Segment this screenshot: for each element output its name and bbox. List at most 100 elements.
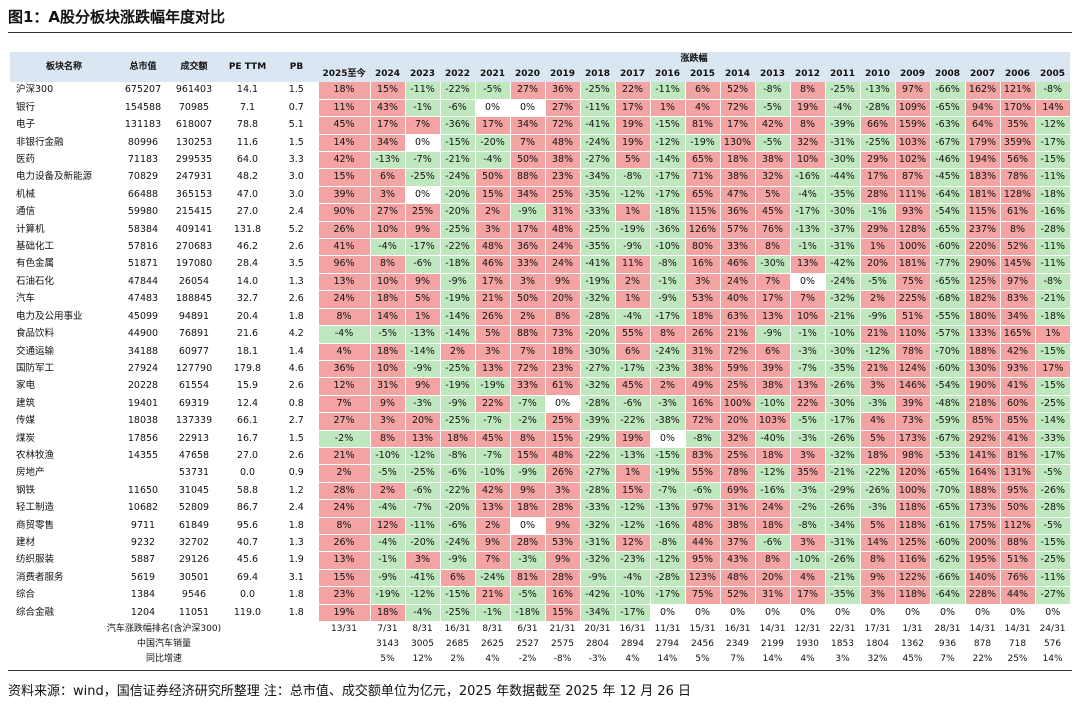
change-cell: -4%	[614, 308, 650, 327]
metric-cell: 34188	[118, 343, 168, 361]
change-cell: 42%	[474, 482, 510, 501]
change-cell: 18%	[684, 308, 720, 327]
change-cell: -25%	[1034, 395, 1071, 414]
change-cell: -22%	[439, 82, 475, 100]
change-cell: -35%	[824, 360, 860, 379]
year-header: 2017	[615, 66, 650, 83]
change-cell: 110%	[894, 325, 930, 344]
change-cell: -15%	[649, 116, 685, 135]
footer-cell: -2%	[518, 654, 537, 664]
change-cell: -9%	[404, 360, 440, 379]
change-cell: 17%	[719, 116, 755, 135]
change-cell: 145%	[999, 255, 1035, 274]
metric-cell: 30501	[168, 569, 220, 588]
data-row: 通信 59980 215415 27.0 2.4 90% 27% 25% -20% 2% -9% 31…	[10, 203, 1071, 222]
change-cell: 100%	[719, 395, 755, 414]
change-cell: 73%	[544, 325, 580, 344]
change-cell: 164%	[964, 464, 1000, 483]
change-cell: 98%	[894, 447, 930, 466]
change-cell: 32%	[754, 168, 790, 187]
change-cell: -54%	[929, 203, 965, 222]
metric-cell: 1384	[118, 586, 168, 605]
change-cell: -25%	[439, 604, 475, 623]
change-cell: 72%	[509, 360, 545, 379]
change-cell: 9%	[544, 551, 580, 570]
change-cell: 2%	[649, 377, 685, 396]
change-cell: 26%	[317, 221, 370, 240]
change-cell: 173%	[964, 499, 1000, 518]
metric-cell: 32702	[168, 534, 220, 553]
change-cell: -24%	[474, 569, 510, 588]
change-cell: 130%	[964, 360, 1000, 379]
data-row: 家电 20228 61554 15.9 2.6 12% 31% 9% -19% -19% 33% 61…	[10, 377, 1071, 396]
metric-cell: 4.6	[275, 360, 318, 379]
change-cell: -3%	[789, 430, 825, 448]
change-cell: -1%	[649, 273, 685, 292]
change-cell: 27%	[509, 82, 545, 100]
change-cell: 35%	[789, 464, 825, 483]
change-cell: -20%	[439, 203, 475, 222]
change-cell: 7%	[509, 343, 545, 361]
change-cell: 18%	[859, 447, 895, 466]
change-cell: 25%	[719, 447, 755, 466]
change-cell: 4%	[317, 343, 370, 361]
change-cell: 2%	[509, 308, 545, 327]
change-cell: 2%	[439, 343, 475, 361]
change-cell: -3%	[789, 482, 825, 501]
metric-cell: 44900	[118, 325, 168, 344]
metric-cell: 3.5	[275, 255, 318, 274]
change-cell: -1%	[404, 99, 440, 118]
data-row: 计算机 58384 409141 131.8 5.2 26% 10% 9% -25% 3% 17% 4…	[10, 221, 1071, 240]
change-cell: -5%	[1034, 464, 1071, 483]
change-cell: 33%	[509, 377, 545, 396]
change-cell: -5%	[754, 99, 790, 118]
data-row: 汽车 47483 188845 32.7 2.6 24% 18% 5% -19% 21% 50% 20…	[10, 290, 1071, 309]
change-cell: -27%	[579, 151, 615, 170]
change-cell: 7%	[789, 290, 825, 309]
change-cell: -53%	[929, 447, 965, 466]
change-cell: -17%	[1034, 447, 1071, 466]
change-cell: 0%	[649, 604, 685, 623]
change-cell: 50%	[474, 168, 510, 187]
change-cell: 78%	[719, 464, 755, 483]
metric-cell: 197080	[168, 255, 220, 274]
change-cell: -5%	[789, 412, 825, 431]
change-cell: 55%	[614, 325, 650, 344]
change-cell: -26%	[859, 482, 895, 501]
change-cell: 0%	[789, 604, 825, 623]
change-cell: -20%	[439, 186, 475, 205]
change-cell: -19%	[474, 377, 510, 396]
change-cell: 0%	[1034, 604, 1071, 623]
sector-name: 医药	[10, 151, 118, 170]
metric-cell: 94891	[168, 308, 220, 327]
change-cell: -32%	[579, 517, 615, 535]
change-cell: 15%	[544, 430, 580, 448]
change-cell: 2%	[317, 464, 370, 483]
change-cell: 25%	[544, 186, 580, 205]
change-cell: -28%	[1034, 221, 1071, 240]
change-cell: 4%	[789, 569, 825, 588]
change-cell: 59%	[719, 360, 755, 379]
change-cell: -11%	[579, 99, 615, 118]
change-cell: 8%	[369, 430, 405, 448]
change-cell: 8%	[859, 551, 895, 570]
footer-cell: 3005	[411, 639, 434, 649]
change-cell: 130%	[719, 134, 755, 153]
change-cell: 21%	[859, 325, 895, 344]
change-cell: 0%	[754, 604, 790, 623]
change-cell: -26%	[824, 551, 860, 570]
metric-cell: 28.4	[220, 255, 275, 274]
metric-cell: 69.4	[220, 569, 275, 588]
footer-row: 汽车涨跌幅排名(含沪深300) 13/31 7/31 8/31 16/31 8/31 6/3…	[10, 621, 1071, 637]
data-row: 石油石化 47844 26054 14.0 1.3 13% 10% 9% -9% 17% 3% 9% -…	[10, 273, 1071, 292]
change-cell: 76%	[754, 221, 790, 240]
sector-name: 综合	[10, 586, 118, 605]
change-cell: -20%	[404, 534, 440, 553]
change-cell: 26%	[474, 308, 510, 327]
change-cell: -15%	[649, 447, 685, 466]
change-cell: 140%	[964, 569, 1000, 588]
year-header: 2015	[685, 66, 720, 83]
change-cell: -17%	[649, 308, 685, 327]
footer-cell: 14%	[1042, 654, 1063, 664]
change-cell: 228%	[964, 586, 1000, 605]
